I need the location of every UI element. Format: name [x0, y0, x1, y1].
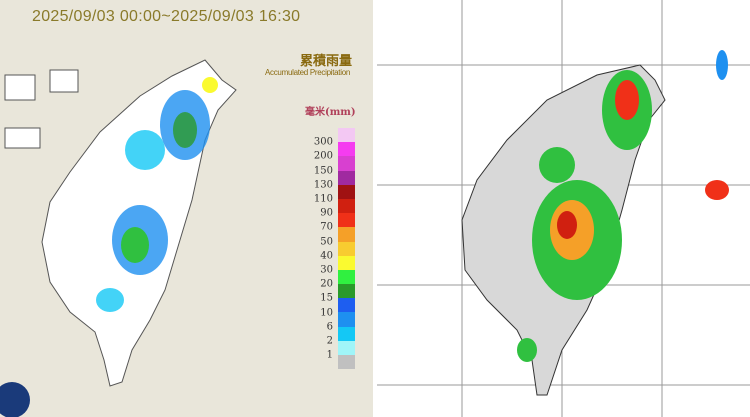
- legend-swatch: [338, 227, 355, 242]
- radar-echoes: [517, 50, 729, 362]
- legend-label: 10: [320, 307, 333, 319]
- legend-label: 150: [313, 165, 333, 177]
- logo-icon: [0, 382, 30, 417]
- legend-label: 90: [320, 207, 333, 219]
- legend-swatch: [338, 312, 355, 327]
- outlying-islands: [4, 69, 79, 149]
- legend-swatch: [338, 298, 355, 313]
- legend-swatch: [338, 326, 355, 341]
- legend-label: 1: [326, 349, 333, 361]
- legend-label: 110: [313, 193, 333, 205]
- legend-label: 200: [313, 150, 333, 162]
- legend-title-zh: 累積雨量: [300, 54, 353, 69]
- legend-title-en: Accumulated Precipitation: [265, 68, 350, 77]
- legend-label: 6: [326, 321, 333, 333]
- legend-label: 15: [320, 292, 333, 304]
- legend-label: 130: [313, 179, 333, 191]
- legend-label: 50: [320, 236, 333, 248]
- accumulated-precipitation-map: 2025/09/03 00:00~2025/09/03 16:30 累積雨量 A…: [0, 0, 373, 417]
- legend-label: 40: [320, 250, 333, 262]
- legend-swatch: [338, 198, 355, 214]
- legend-swatch: [338, 142, 355, 157]
- legend-swatch: [338, 156, 355, 171]
- taiwan-rainfall-map: [0, 59, 237, 417]
- legend-swatch: [338, 284, 355, 299]
- legend-swatch: [338, 355, 355, 370]
- radar-map: [377, 0, 750, 417]
- legend-swatch: [338, 184, 355, 199]
- legend-label: 30: [320, 264, 333, 276]
- legend-swatch: [338, 269, 355, 285]
- rainfall-areas: [96, 77, 218, 312]
- legend-label: 300: [313, 136, 333, 148]
- legend-label: 70: [320, 221, 333, 233]
- legend-label: 2: [326, 335, 333, 347]
- color-legend: 300 200 150 130 110 90 70 50 40 30 20 15 10 6 2 1: [314, 128, 355, 370]
- time-range: 2025/09/03 00:00~2025/09/03 16:30: [32, 8, 301, 25]
- legend-swatch: [338, 340, 355, 355]
- legend-unit: 毫米(mm): [305, 107, 356, 118]
- legend-label: 20: [320, 278, 333, 290]
- legend-swatch: [338, 241, 355, 256]
- legend-swatch: [338, 255, 355, 270]
- legend-swatch: [338, 128, 355, 143]
- radar-echo-map: [377, 0, 750, 417]
- legend-swatch: [338, 213, 355, 228]
- legend-swatch: [338, 170, 355, 185]
